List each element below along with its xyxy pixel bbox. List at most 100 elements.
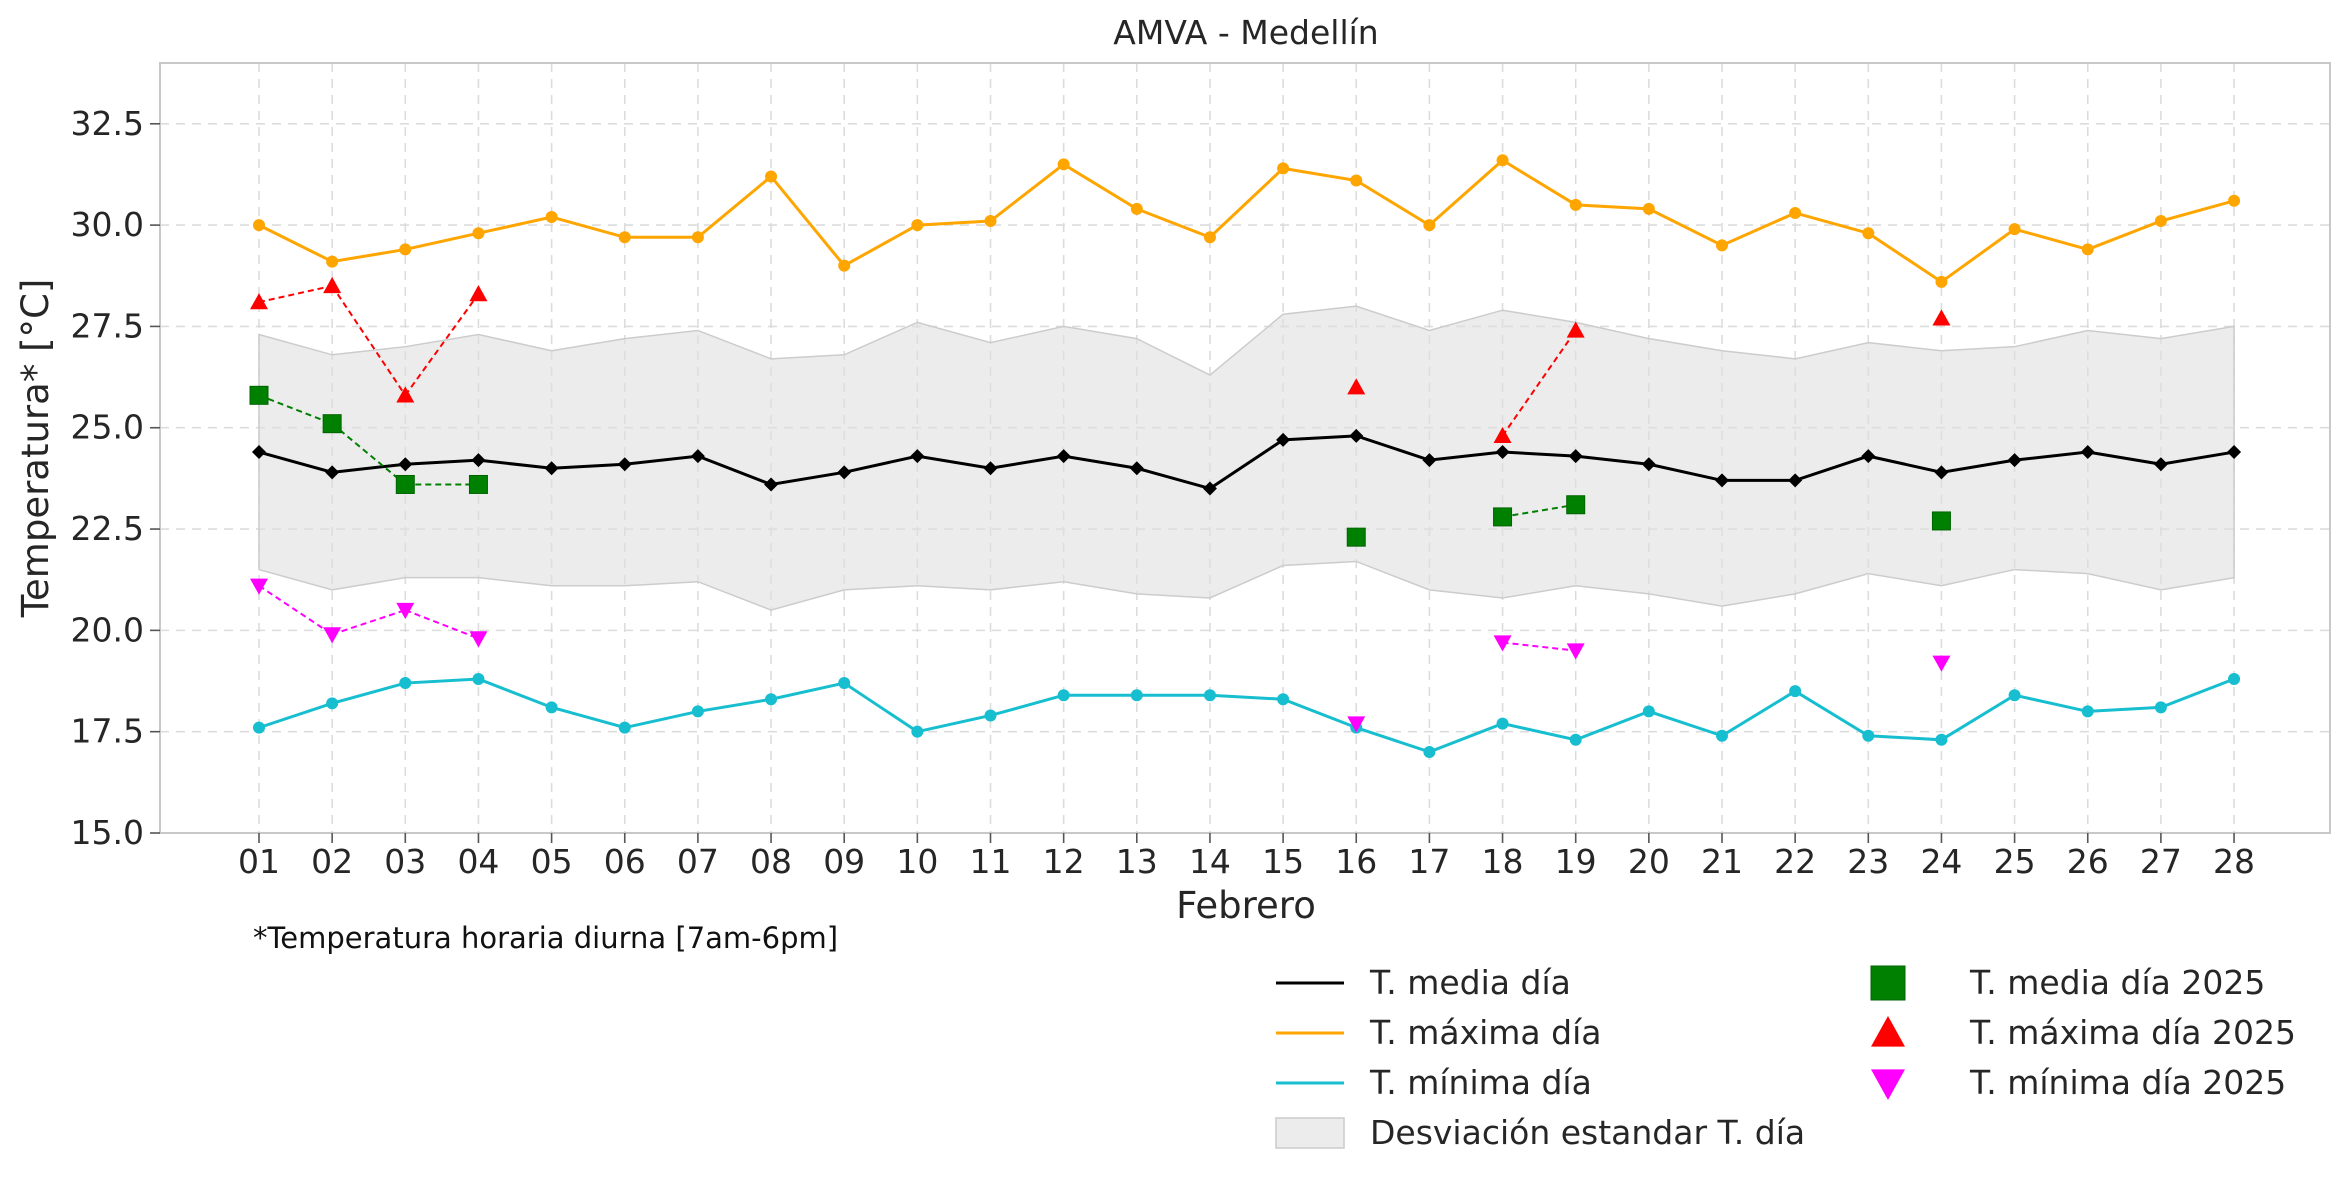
footnote: *Temperatura horaria diurna [7am-6pm]	[253, 921, 838, 955]
point-mean	[617, 457, 632, 472]
point-min	[1203, 689, 1216, 702]
x-axis-ticks: 01 02 03 04 05 06 07 08 09 10 11 12 13 14 15 16 17 18 19 20…	[238, 833, 2255, 881]
legend-label-min-2025: T. mínima día 2025	[1969, 1063, 2286, 1102]
series-dashed-mean-2025	[1502, 503, 1576, 518]
point-mean-2025	[322, 414, 342, 434]
std-dev-band-area	[258, 305, 2235, 611]
series-dashed-min-2025	[258, 584, 333, 636]
x-tick-label: 07	[677, 842, 719, 881]
point-max	[838, 259, 851, 272]
point-min	[1130, 689, 1143, 702]
series-layer	[249, 154, 2242, 758]
point-mean	[2227, 445, 2242, 460]
point-max	[472, 227, 485, 240]
point-max	[1789, 206, 1802, 219]
point-mean	[325, 465, 340, 480]
y-tick-label: 22.5	[71, 509, 144, 548]
legend-swatch-min-2025	[1871, 1069, 1905, 1100]
std-dev-band	[258, 305, 2235, 611]
point-max	[1496, 154, 1509, 167]
point-max	[1862, 227, 1875, 240]
point-min	[618, 721, 631, 734]
point-min	[984, 709, 997, 722]
legend-label-min: T. mínima día	[1369, 1063, 1592, 1102]
point-min-2025	[1347, 716, 1366, 733]
plot-frame	[159, 62, 2331, 834]
point-mean	[1129, 461, 1144, 476]
point-mean-2025	[1493, 507, 1513, 527]
point-mean	[252, 445, 266, 460]
series-line-max	[258, 158, 2235, 284]
point-max	[253, 219, 265, 232]
point-max	[765, 170, 778, 183]
point-max-2025	[1566, 321, 1585, 338]
point-max-2025	[469, 285, 488, 302]
point-min	[911, 725, 924, 738]
x-tick-label: 20	[1628, 842, 1670, 881]
point-mean	[1934, 465, 1949, 480]
x-tick-label: 28	[2213, 842, 2255, 881]
x-tick-label: 04	[457, 842, 499, 881]
point-mean	[2153, 457, 2168, 472]
point-mean	[1276, 432, 1291, 447]
legend-swatch-max-2025	[1871, 1016, 1905, 1047]
x-tick-label: 05	[531, 842, 573, 881]
point-min	[2081, 705, 2094, 718]
chart-title: AMVA - Medellín	[1113, 13, 1378, 52]
point-min	[1935, 733, 1948, 746]
point-max-2025	[323, 276, 342, 294]
x-tick-label: 08	[750, 842, 792, 881]
x-axis-label: Febrero	[1176, 884, 1316, 927]
point-min	[1716, 729, 1728, 742]
point-min-2025	[1566, 643, 1585, 660]
y-tick-label: 20.0	[71, 610, 144, 649]
point-mean	[983, 461, 998, 476]
series-dashed-mean-2025	[331, 422, 406, 486]
point-min	[1277, 693, 1290, 706]
x-tick-label: 25	[1994, 842, 2036, 881]
point-min	[1789, 685, 1802, 698]
point-max	[984, 215, 997, 228]
point-max	[1569, 198, 1582, 211]
point-max	[399, 243, 412, 256]
series-dashed-max-2025	[258, 284, 333, 304]
y-tick-label: 27.5	[71, 306, 144, 345]
y-tick-label: 25.0	[71, 408, 144, 447]
point-min	[2154, 701, 2167, 714]
x-tick-label: 19	[1555, 842, 1597, 881]
point-mean-2025	[1346, 527, 1366, 547]
point-mean	[1861, 449, 1876, 464]
point-max	[1716, 239, 1728, 252]
point-max	[1350, 174, 1363, 187]
point-min	[545, 701, 558, 714]
point-min	[253, 721, 265, 734]
point-mean	[1422, 453, 1437, 468]
x-tick-label: 21	[1701, 842, 1743, 881]
point-mean-2025	[395, 474, 415, 494]
x-tick-label: 22	[1774, 842, 1816, 881]
point-min	[1642, 705, 1655, 718]
point-max	[1130, 202, 1143, 215]
x-tick-label: 16	[1335, 842, 1377, 881]
x-tick-label: 06	[604, 842, 646, 881]
point-min-2025	[1493, 635, 1512, 652]
y-axis-label: Temperatura* [°C]	[14, 279, 57, 619]
point-min-2025	[469, 631, 488, 648]
point-max	[1057, 158, 1070, 171]
point-max	[1935, 275, 1948, 288]
series-dashed-min-2025	[1502, 641, 1576, 652]
point-mean	[1349, 428, 1364, 443]
point-min	[2228, 673, 2241, 685]
point-min	[1057, 689, 1070, 702]
point-mean	[1568, 449, 1583, 464]
series-dashed-mean-2025	[258, 394, 333, 425]
x-tick-label: 18	[1482, 842, 1524, 881]
point-min-2025	[323, 627, 342, 644]
legend-swatch-band	[1275, 1117, 1345, 1149]
point-max	[618, 231, 631, 244]
legend-label-max-2025: T. máxima día 2025	[1969, 1013, 2296, 1052]
x-tick-label: 24	[1920, 842, 1962, 881]
point-mean	[1202, 481, 1217, 496]
x-tick-label: 09	[823, 842, 865, 881]
